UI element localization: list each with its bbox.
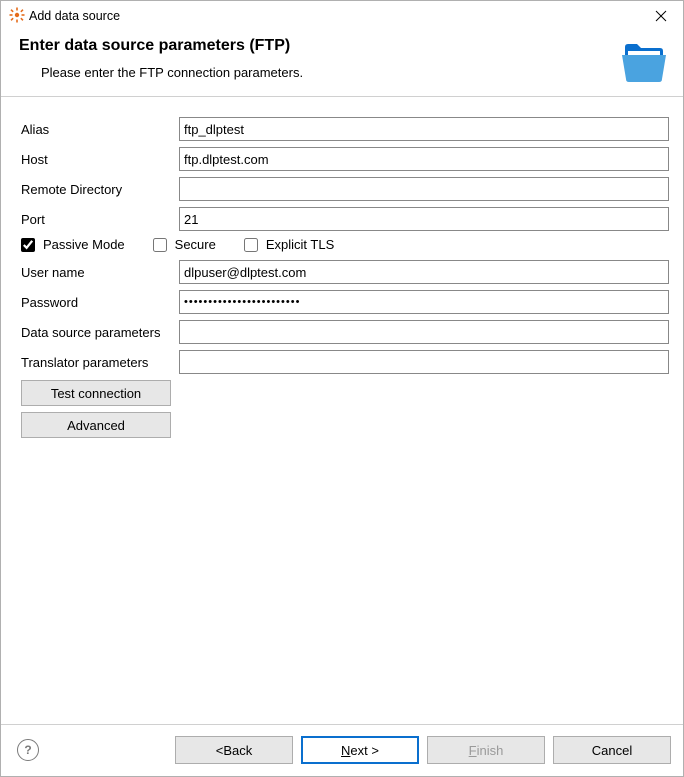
dialog-window: Add data source Enter data source parame… [0, 0, 684, 777]
close-icon[interactable] [645, 4, 677, 28]
label-ds-params: Data source parameters [21, 325, 179, 340]
back-button[interactable]: < Back [175, 736, 293, 764]
row-password: Password [21, 290, 669, 314]
window-title: Add data source [25, 9, 645, 23]
test-connection-button[interactable]: Test connection [21, 380, 171, 406]
label-username: User name [21, 265, 179, 280]
host-input[interactable] [179, 147, 669, 171]
label-host: Host [21, 152, 179, 167]
row-ds-params: Data source parameters [21, 320, 669, 344]
finish-button[interactable]: Finish [427, 736, 545, 764]
row-advanced: Advanced [21, 412, 669, 444]
titlebar: Add data source [1, 1, 683, 31]
row-translator-params: Translator parameters [21, 350, 669, 374]
advanced-button[interactable]: Advanced [21, 412, 171, 438]
secure-label: Secure [175, 237, 216, 252]
label-port: Port [21, 212, 179, 227]
help-icon[interactable]: ? [17, 739, 39, 761]
row-username: User name [21, 260, 669, 284]
page-subtitle: Please enter the FTP connection paramete… [19, 65, 665, 80]
cancel-button[interactable]: Cancel [553, 736, 671, 764]
label-remote-directory: Remote Directory [21, 182, 179, 197]
header: Enter data source parameters (FTP) Pleas… [1, 31, 683, 92]
alias-input[interactable] [179, 117, 669, 141]
label-translator-params: Translator parameters [21, 355, 179, 370]
password-input[interactable] [179, 290, 669, 314]
separator [1, 96, 683, 97]
row-host: Host [21, 147, 669, 171]
translator-params-input[interactable] [179, 350, 669, 374]
passive-mode-checkbox[interactable]: Passive Mode [21, 237, 125, 252]
explicit-tls-checkbox[interactable]: Explicit TLS [244, 237, 334, 252]
username-input[interactable] [179, 260, 669, 284]
explicit-tls-label: Explicit TLS [266, 237, 334, 252]
footer: ? < Back Next > Finish Cancel [1, 725, 683, 776]
label-password: Password [21, 295, 179, 310]
remote-directory-input[interactable] [179, 177, 669, 201]
row-alias: Alias [21, 117, 669, 141]
passive-mode-input[interactable] [21, 238, 35, 252]
page-title: Enter data source parameters (FTP) [19, 37, 665, 55]
next-button[interactable]: Next > [301, 736, 419, 764]
row-port: Port [21, 207, 669, 231]
secure-checkbox[interactable]: Secure [153, 237, 216, 252]
passive-mode-label: Passive Mode [43, 237, 125, 252]
row-test-connection: Test connection [21, 380, 669, 412]
ds-params-input[interactable] [179, 320, 669, 344]
app-icon [9, 7, 25, 26]
row-remote-directory: Remote Directory [21, 177, 669, 201]
port-input[interactable] [179, 207, 669, 231]
form-area: Alias Host Remote Directory Port Passive… [1, 101, 683, 724]
secure-input[interactable] [153, 238, 167, 252]
label-alias: Alias [21, 122, 179, 137]
header-icon [619, 39, 669, 83]
row-checkboxes: Passive Mode Secure Explicit TLS [21, 237, 669, 252]
explicit-tls-input[interactable] [244, 238, 258, 252]
